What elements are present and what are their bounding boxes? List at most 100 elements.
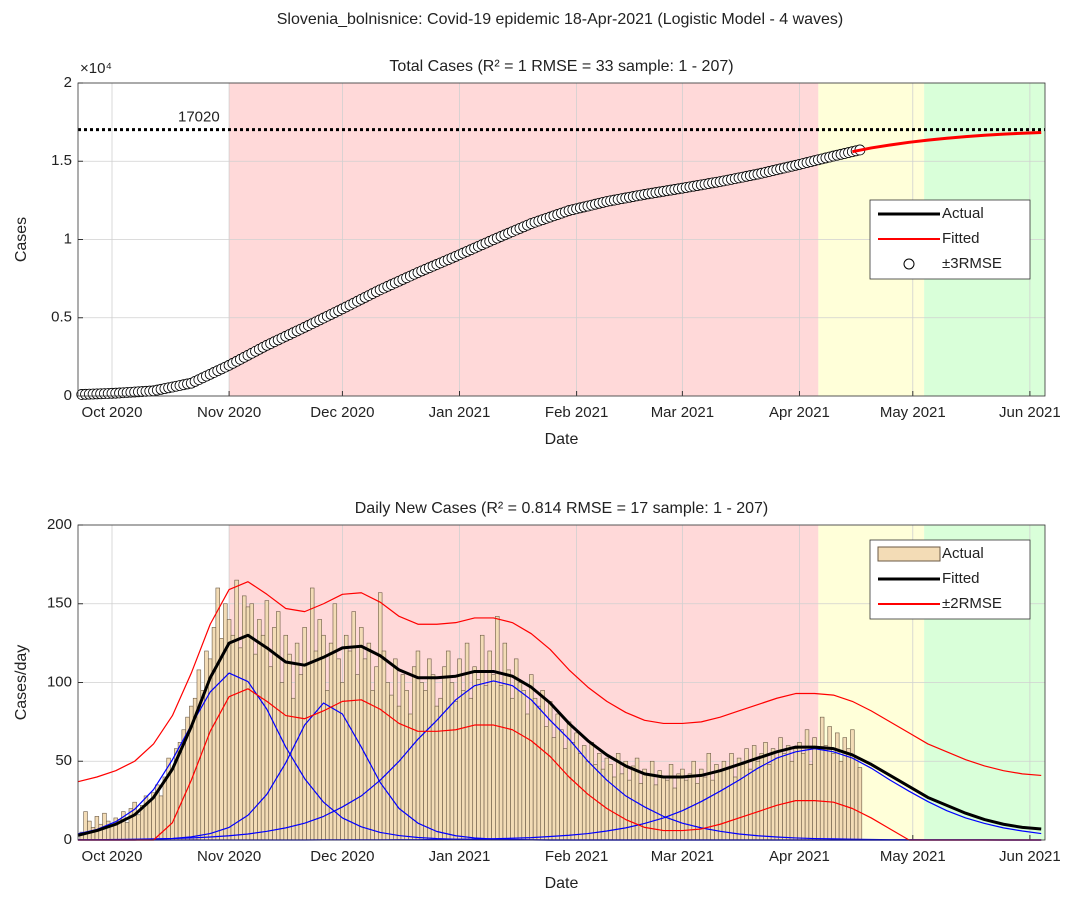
daily-bar: [853, 757, 859, 841]
daily-bar: [755, 760, 761, 841]
x-tick-label: Feb 2021: [545, 848, 608, 865]
daily-bar: [83, 811, 88, 841]
daily-bar: [94, 816, 100, 841]
daily-bar: [846, 748, 851, 841]
daily-bar: [691, 760, 696, 841]
daily-bar: [377, 592, 383, 841]
y-tick-label: 0: [64, 387, 72, 404]
x-tick-label: Jun 2021: [999, 404, 1061, 421]
legend-label: Actual: [942, 545, 984, 562]
daily-bar: [510, 697, 515, 841]
daily-bar: [260, 634, 266, 841]
daily-bar: [317, 619, 322, 841]
daily-bar: [419, 682, 424, 841]
daily-bar: [283, 634, 288, 841]
daily-bar: [721, 760, 727, 841]
y-axis-label: Cases: [13, 217, 30, 262]
daily-bar: [313, 650, 319, 841]
daily-bar: [812, 737, 817, 841]
daily-bar: [200, 690, 205, 841]
daily-bar: [359, 627, 364, 841]
y-tick-label: 100: [47, 673, 72, 690]
y-tick-label: 1.5: [51, 152, 72, 169]
daily-bar: [525, 713, 530, 841]
legend-label: Actual: [942, 205, 984, 222]
daily-bar: [646, 773, 651, 841]
daily-bar: [551, 737, 557, 841]
daily-bar: [279, 682, 285, 841]
x-tick-label: Jun 2021: [999, 848, 1061, 865]
daily-bar: [770, 748, 776, 841]
series-line: [77, 581, 1042, 783]
legend-label: ±3RMSE: [942, 255, 1002, 272]
daily-bar: [767, 764, 772, 841]
daily-bar: [264, 600, 270, 841]
x-tick-label: Nov 2020: [197, 404, 261, 421]
series-line: [78, 688, 1042, 841]
daily-bar: [124, 822, 130, 841]
daily-bar: [381, 650, 387, 841]
x-tick-label: Nov 2020: [197, 848, 261, 865]
series-line: [77, 633, 1042, 837]
daily-bar: [438, 697, 443, 841]
daily-bar: [196, 669, 202, 841]
daily-bar: [627, 779, 632, 841]
daily-bar: [219, 638, 224, 841]
daily-bar: [740, 764, 746, 841]
daily-bar: [408, 713, 413, 841]
daily-bar: [570, 742, 576, 841]
daily-bar: [774, 757, 779, 841]
axes-box: [77, 524, 1046, 841]
y-tick-label: 1: [64, 230, 72, 247]
daily-bar: [430, 674, 436, 841]
daily-bar: [801, 753, 806, 841]
daily-bar: [608, 764, 613, 841]
daily-bar: [563, 748, 568, 841]
daily-bar: [461, 690, 466, 841]
daily-bar: [819, 716, 825, 841]
x-tick-label: Dec 2020: [310, 848, 374, 865]
daily-bar: [532, 697, 538, 841]
series-line: [852, 130, 1042, 154]
daily-bar: [733, 776, 738, 841]
daily-bar: [468, 697, 474, 841]
daily-bar: [725, 767, 730, 841]
daily-bar: [287, 653, 292, 841]
daily-bar: [585, 760, 591, 841]
y-tick-label: 200: [47, 516, 72, 533]
daily-bar: [242, 595, 247, 841]
daily-bar: [589, 742, 594, 841]
daily-bar: [276, 611, 281, 841]
daily-bar: [544, 726, 549, 841]
daily-bar: [555, 713, 560, 841]
legend-patch: [877, 546, 941, 562]
daily-bar: [491, 674, 496, 841]
daily-bar: [147, 800, 152, 841]
daily-bar: [680, 768, 685, 841]
daily-bar: [362, 658, 368, 841]
daily-bar: [479, 634, 485, 841]
daily-bar: [396, 705, 402, 841]
daily-bar: [328, 642, 334, 841]
daily-bar: [268, 666, 273, 841]
daily-bar: [374, 666, 379, 841]
y-tick-label: 0: [64, 831, 72, 848]
daily-bar: [816, 748, 821, 841]
daily-bar: [695, 782, 700, 841]
daily-bar: [793, 748, 798, 841]
daily-bar: [495, 616, 500, 841]
daily-bar: [98, 823, 103, 841]
daily-bar: [211, 627, 217, 841]
daily-bar: [366, 642, 372, 841]
daily-bar: [778, 737, 783, 841]
x-tick-label: Mar 2021: [651, 848, 714, 865]
legend-marker: [903, 258, 915, 270]
x-tick-label: Dec 2020: [310, 404, 374, 421]
daily-bar: [559, 729, 564, 841]
x-tick-label: Oct 2020: [82, 848, 143, 865]
y-tick-label: 0.5: [51, 309, 72, 326]
y-tick-label: 50: [55, 752, 72, 769]
daily-bar: [808, 764, 813, 841]
daily-bar: [457, 658, 462, 841]
